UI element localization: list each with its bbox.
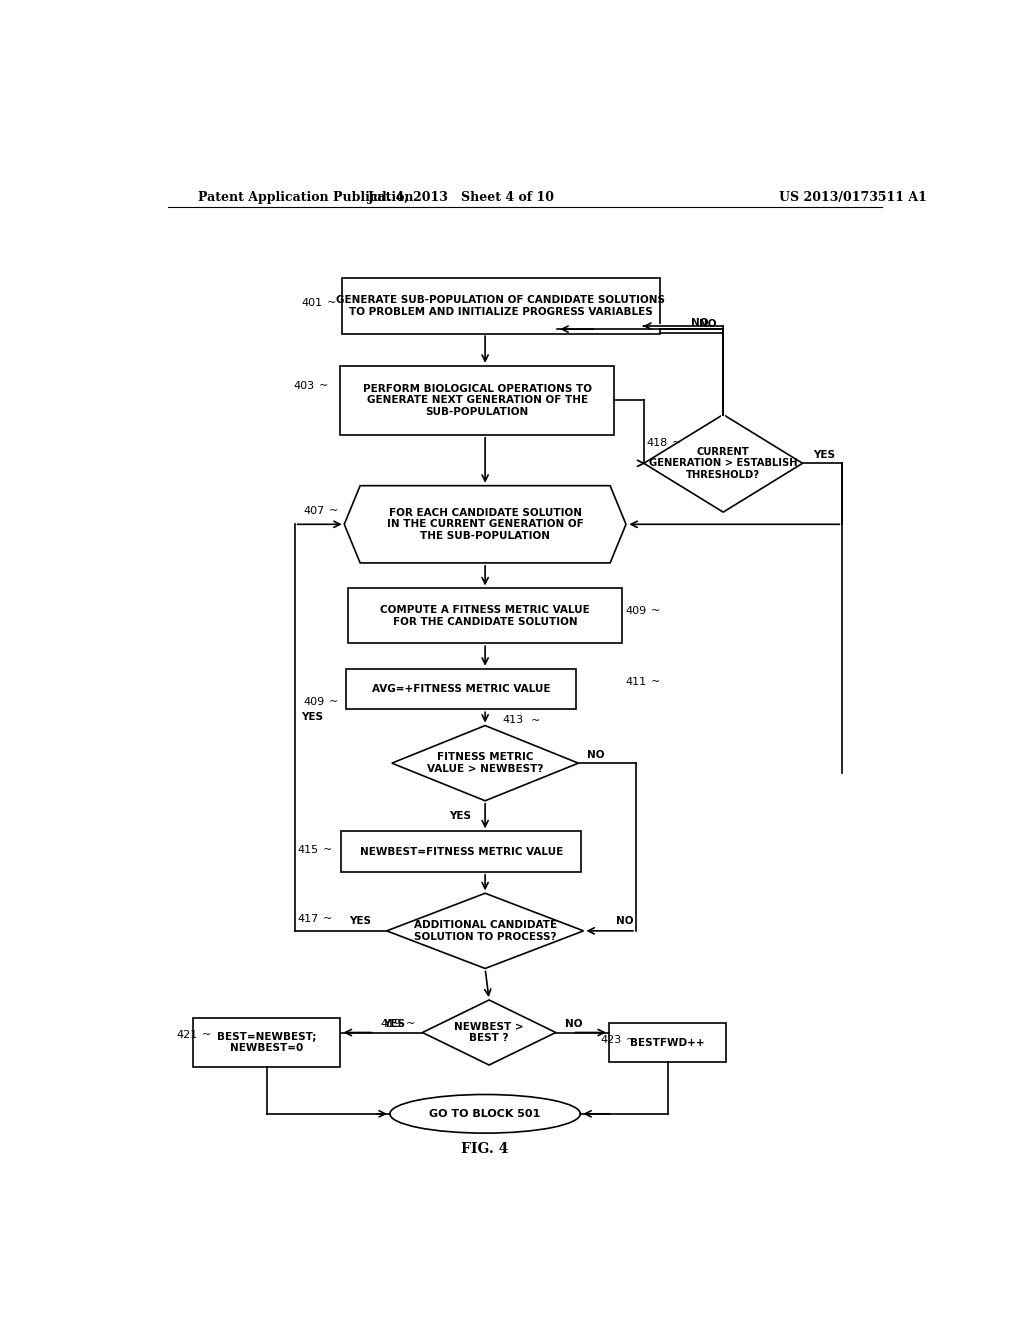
Text: YES: YES — [349, 916, 371, 925]
Text: ~: ~ — [202, 1030, 211, 1040]
Text: FITNESS METRIC
VALUE > NEWBEST?: FITNESS METRIC VALUE > NEWBEST? — [427, 752, 544, 774]
Text: FIG. 4: FIG. 4 — [462, 1142, 509, 1156]
Text: ~: ~ — [530, 715, 540, 726]
FancyBboxPatch shape — [194, 1018, 340, 1067]
Text: NO: NO — [690, 318, 709, 329]
Text: 409: 409 — [303, 697, 325, 708]
Text: NO: NO — [565, 1019, 583, 1030]
Text: ~: ~ — [626, 1035, 635, 1044]
Text: AVG=+FITNESS METRIC VALUE: AVG=+FITNESS METRIC VALUE — [372, 684, 551, 694]
Text: ~: ~ — [318, 381, 328, 391]
Text: 419: 419 — [381, 1019, 401, 1030]
Text: 403: 403 — [293, 381, 314, 391]
Text: 421: 421 — [176, 1030, 198, 1040]
FancyBboxPatch shape — [348, 589, 622, 643]
Polygon shape — [344, 486, 626, 562]
Text: NEWBEST >
BEST ?: NEWBEST > BEST ? — [455, 1022, 524, 1043]
Text: 409: 409 — [626, 606, 647, 615]
Text: ~: ~ — [651, 606, 660, 615]
Text: ~: ~ — [672, 438, 681, 447]
Text: GO TO BLOCK 501: GO TO BLOCK 501 — [429, 1109, 541, 1119]
Text: ADDITIONAL CANDIDATE
SOLUTION TO PROCESS?: ADDITIONAL CANDIDATE SOLUTION TO PROCESS… — [414, 920, 557, 941]
Text: 418: 418 — [646, 438, 668, 447]
Text: 407: 407 — [303, 506, 325, 516]
Text: US 2013/0173511 A1: US 2013/0173511 A1 — [778, 190, 927, 203]
Text: COMPUTE A FITNESS METRIC VALUE
FOR THE CANDIDATE SOLUTION: COMPUTE A FITNESS METRIC VALUE FOR THE C… — [380, 605, 590, 627]
Polygon shape — [387, 894, 584, 969]
Text: ~: ~ — [323, 845, 332, 854]
Text: ~: ~ — [327, 298, 336, 308]
Ellipse shape — [390, 1094, 581, 1133]
FancyBboxPatch shape — [609, 1023, 726, 1063]
Text: 417: 417 — [297, 913, 318, 924]
Text: YES: YES — [301, 713, 323, 722]
Text: Jul. 4, 2013   Sheet 4 of 10: Jul. 4, 2013 Sheet 4 of 10 — [368, 190, 555, 203]
Text: Patent Application Publication: Patent Application Publication — [198, 190, 414, 203]
Text: FOR EACH CANDIDATE SOLUTION
IN THE CURRENT GENERATION OF
THE SUB-POPULATION: FOR EACH CANDIDATE SOLUTION IN THE CURRE… — [387, 508, 584, 541]
FancyBboxPatch shape — [340, 366, 614, 434]
Text: 415: 415 — [297, 845, 318, 854]
FancyBboxPatch shape — [341, 832, 582, 873]
Text: 411: 411 — [626, 677, 647, 686]
Text: BEST=NEWBEST;
NEWBEST=0: BEST=NEWBEST; NEWBEST=0 — [217, 1032, 316, 1053]
FancyBboxPatch shape — [346, 669, 577, 709]
Polygon shape — [392, 726, 579, 801]
Polygon shape — [423, 1001, 556, 1065]
Text: YES: YES — [383, 1019, 404, 1030]
Text: 413: 413 — [503, 715, 523, 726]
Text: YES: YES — [813, 450, 835, 461]
Text: ~: ~ — [329, 697, 338, 708]
Text: ~: ~ — [329, 506, 338, 516]
Text: ~: ~ — [323, 913, 332, 924]
FancyBboxPatch shape — [342, 277, 659, 334]
Text: NO: NO — [616, 916, 634, 925]
Text: ~: ~ — [651, 677, 660, 686]
Text: GENERATE SUB-POPULATION OF CANDIDATE SOLUTIONS
TO PROBLEM AND INITIALIZE PROGRES: GENERATE SUB-POPULATION OF CANDIDATE SOL… — [337, 294, 666, 317]
Text: 401: 401 — [301, 298, 323, 308]
Text: NO: NO — [698, 319, 716, 329]
Text: ~: ~ — [406, 1019, 415, 1030]
Polygon shape — [644, 414, 803, 512]
Text: YES: YES — [449, 810, 471, 821]
Text: CURRENT
GENERATION > ESTABLISH
THRESHOLD?: CURRENT GENERATION > ESTABLISH THRESHOLD… — [649, 446, 798, 480]
Text: PERFORM BIOLOGICAL OPERATIONS TO
GENERATE NEXT GENERATION OF THE
SUB-POPULATION: PERFORM BIOLOGICAL OPERATIONS TO GENERAT… — [362, 384, 592, 417]
Text: NEWBEST=FITNESS METRIC VALUE: NEWBEST=FITNESS METRIC VALUE — [359, 846, 563, 857]
Text: NO: NO — [588, 750, 605, 760]
Text: 423: 423 — [600, 1035, 622, 1044]
Text: BESTFWD++: BESTFWD++ — [631, 1038, 705, 1048]
